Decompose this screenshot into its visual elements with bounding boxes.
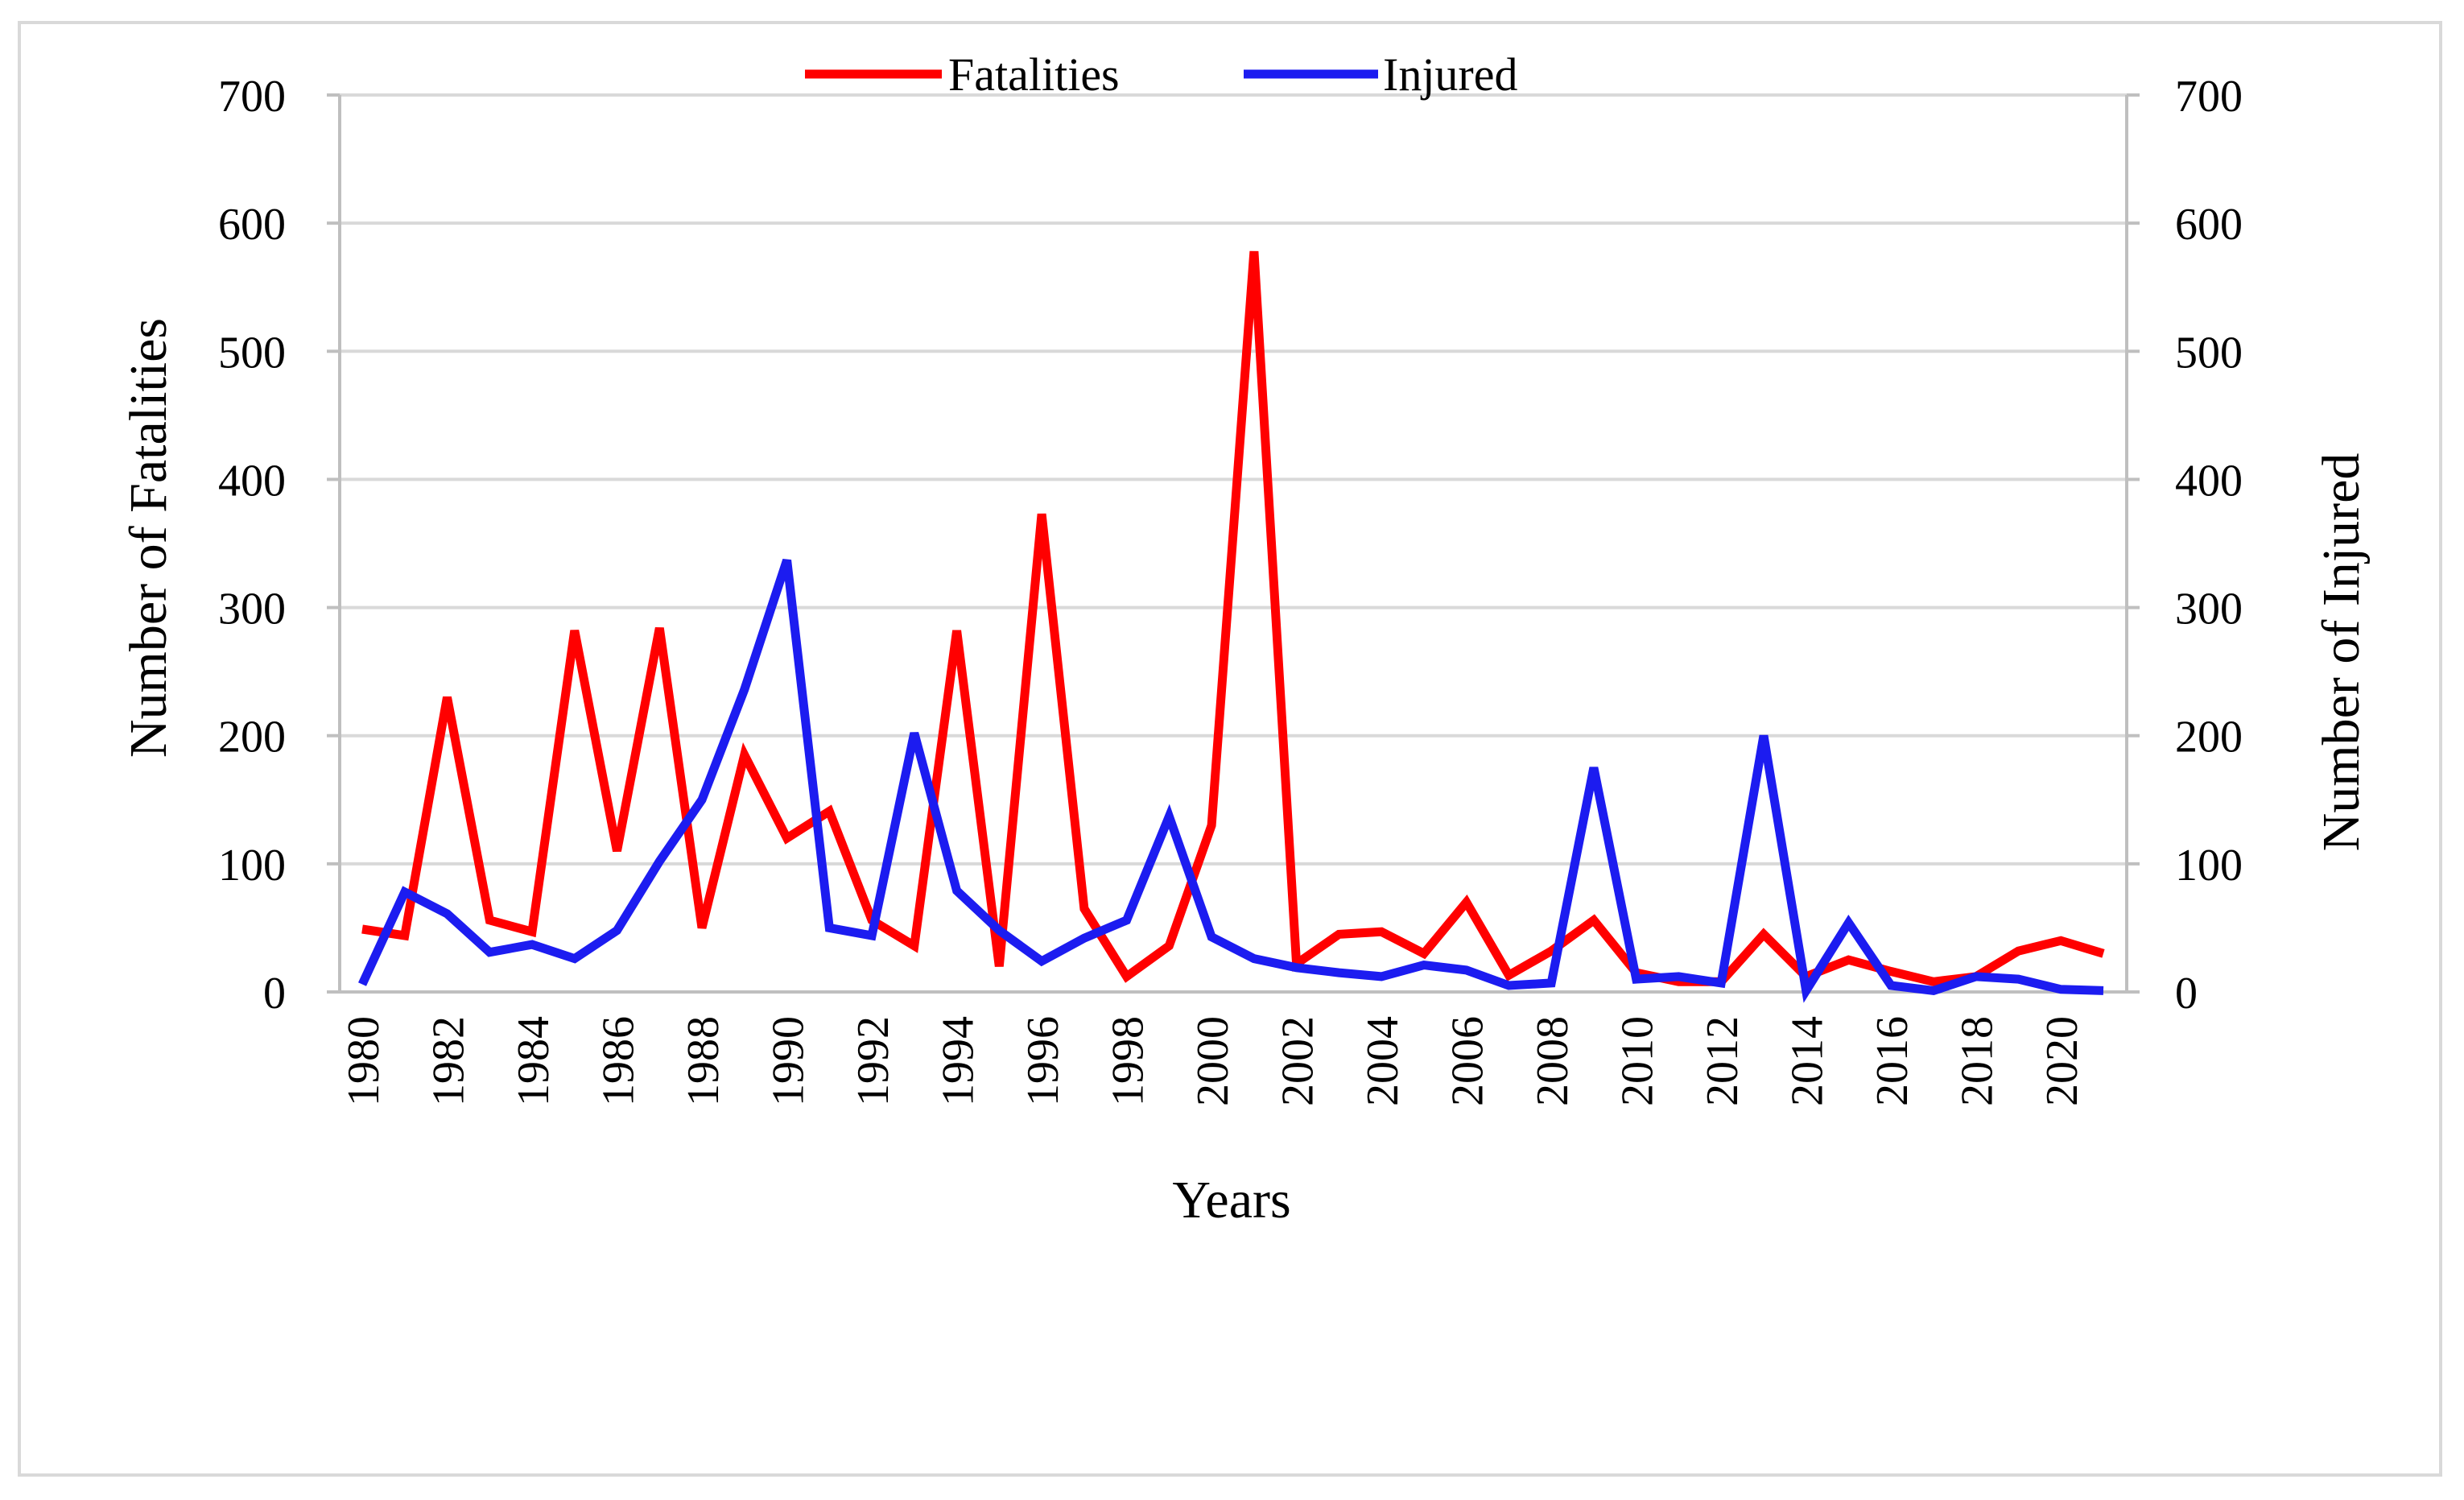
y-axis-title-right: Number of Injured [2312, 453, 2371, 852]
x-tick-1998: 1998 [1104, 1016, 1154, 1106]
y-tick-right-600: 600 [2175, 200, 2243, 250]
series-lines [358, 250, 2105, 1003]
x-tick-2004: 2004 [1358, 1016, 1408, 1106]
x-tick-1988: 1988 [679, 1016, 728, 1106]
x-tick-1992: 1992 [848, 1016, 898, 1106]
x-tick-2008: 2008 [1528, 1016, 1578, 1106]
x-tick-2020: 2020 [2037, 1016, 2087, 1106]
legend: Fatalities Injured [805, 48, 1518, 101]
legend-label-fatalities: Fatalities [948, 48, 1120, 101]
x-tick-1986: 1986 [594, 1016, 644, 1106]
x-tick-2016: 2016 [1868, 1016, 1917, 1106]
x-tick-1994: 1994 [934, 1016, 984, 1106]
series-line-injured [358, 558, 2104, 1003]
tick-labels: 0 0 100 100 200 200 300 300 400 400 500 500 600 600 70… [218, 72, 2243, 1106]
y-tick-right-400: 400 [2175, 456, 2243, 506]
x-tick-2012: 2012 [1698, 1016, 1748, 1106]
x-tick-1990: 1990 [764, 1016, 814, 1106]
legend-label-injured: Injured [1383, 48, 1518, 101]
y-tick-left-200: 200 [218, 713, 286, 762]
axes [327, 93, 2140, 994]
x-tick-2006: 2006 [1443, 1016, 1493, 1106]
x-tick-2018: 2018 [1953, 1016, 2003, 1106]
x-tick-1980: 1980 [339, 1016, 389, 1106]
x-tick-1996: 1996 [1018, 1016, 1068, 1106]
x-tick-2010: 2010 [1613, 1016, 1663, 1106]
y-tick-left-400: 400 [218, 456, 286, 506]
y-tick-left-0: 0 [263, 969, 286, 1019]
y-tick-left-500: 500 [218, 328, 286, 378]
x-tick-1982: 1982 [424, 1016, 474, 1106]
y-axis-title-left: Number of Fatalities [119, 318, 178, 758]
y-tick-left-100: 100 [218, 841, 286, 890]
y-tick-left-300: 300 [218, 585, 286, 634]
x-tick-1984: 1984 [509, 1016, 559, 1106]
y-tick-left-700: 700 [218, 72, 286, 122]
y-tick-right-300: 300 [2175, 585, 2243, 634]
y-tick-right-700: 700 [2175, 72, 2243, 122]
series-line-fatalities [361, 250, 2105, 986]
x-tick-2000: 2000 [1188, 1016, 1238, 1106]
y-tick-right-100: 100 [2175, 841, 2243, 890]
y-tick-right-500: 500 [2175, 328, 2243, 378]
x-axis-title: Years [1172, 1171, 1290, 1229]
y-tick-right-200: 200 [2175, 713, 2243, 762]
x-tick-2014: 2014 [1783, 1016, 1833, 1106]
y-tick-right-0: 0 [2175, 969, 2198, 1019]
chart-frame [18, 21, 2442, 1477]
x-tick-2002: 2002 [1273, 1016, 1323, 1106]
y-tick-left-600: 600 [218, 200, 286, 250]
